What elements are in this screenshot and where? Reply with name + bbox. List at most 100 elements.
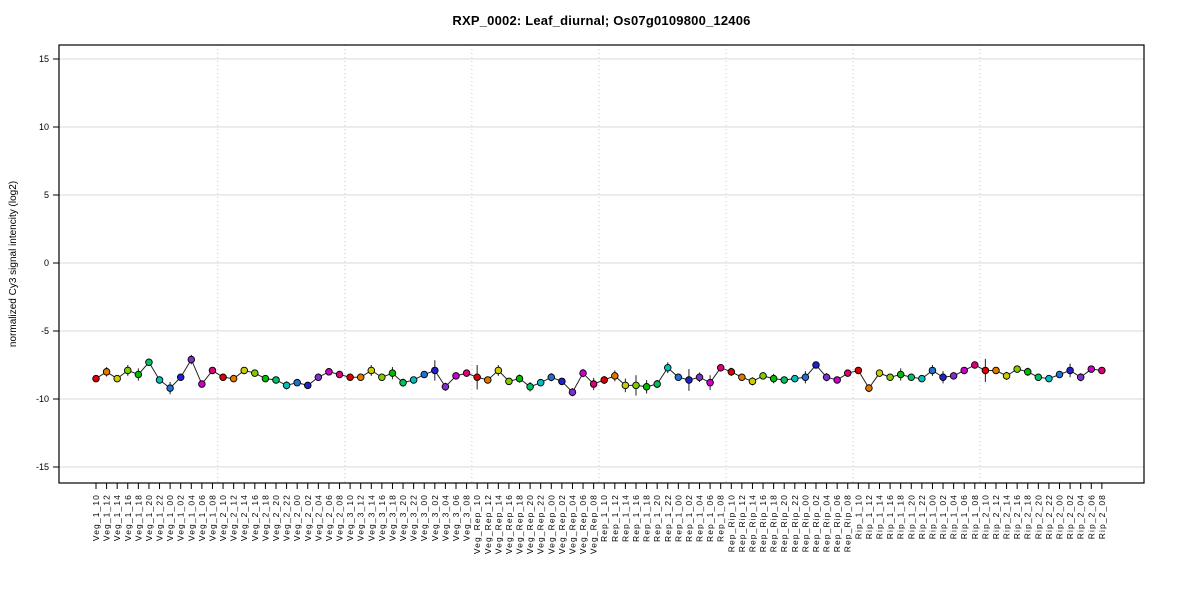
- x-tick-label: Rep_Rip_08: [843, 494, 853, 552]
- data-point: [367, 366, 376, 375]
- data-point: [388, 369, 397, 377]
- data-point: [960, 366, 968, 375]
- data-point: [1002, 372, 1011, 380]
- x-tick-label: Veg_Rep_00: [546, 494, 556, 554]
- x-tick-label: Veg_1_20: [144, 494, 154, 541]
- x-tick-label: Veg_2_22: [282, 494, 292, 541]
- data-point: [843, 369, 852, 377]
- x-tick-label: Veg_Rep_08: [589, 494, 599, 554]
- data-point: [769, 374, 778, 383]
- data-point: [1013, 365, 1021, 373]
- y-tick-label: -10: [36, 394, 49, 404]
- data-point: [356, 373, 365, 381]
- data-point: [748, 377, 757, 386]
- y-tick-label: 15: [39, 54, 49, 64]
- data-point: [632, 381, 640, 390]
- x-tick-label: Rip_2_22: [1044, 494, 1054, 539]
- data-point: [494, 366, 503, 375]
- data-point: [928, 366, 937, 375]
- data-point: [579, 369, 587, 377]
- x-tick-label: Veg_3_18: [387, 494, 397, 541]
- plot-frame: [58, 44, 1145, 484]
- data-point: [431, 366, 439, 375]
- data-point: [1098, 366, 1106, 375]
- x-tick-label: Veg_2_18: [260, 494, 270, 541]
- data-point: [304, 381, 312, 390]
- x-tick-label: Rip_1_10: [853, 494, 863, 539]
- x-tick-label: Veg_1_02: [176, 494, 186, 541]
- data-point: [261, 374, 270, 383]
- x-tick-label: Veg_2_20: [271, 494, 281, 541]
- x-tick-label: Rip_2_10: [980, 494, 990, 539]
- data-point: [621, 381, 630, 390]
- data-point: [536, 378, 545, 387]
- x-tick-label: Rip_1_00: [927, 494, 937, 539]
- x-tick-label: Rip_1_14: [875, 494, 885, 539]
- data-point: [314, 373, 323, 381]
- data-point: [1023, 368, 1032, 376]
- data-point: [822, 373, 831, 381]
- data-point: [642, 383, 651, 391]
- data-point: [896, 370, 905, 379]
- x-tick-label: Rep_Rip_22: [790, 494, 800, 552]
- y-tick-label: 5: [44, 190, 49, 200]
- x-tick-label: Veg_2_06: [324, 494, 334, 541]
- x-tick-label: Rep_Rip_00: [800, 494, 810, 552]
- data-point: [695, 373, 704, 381]
- x-tick-label: Rip_1_12: [864, 494, 874, 539]
- x-tick-label: Rep_Rip_12: [737, 494, 747, 552]
- x-tick-label: Rep_1_06: [705, 494, 715, 542]
- data-point: [971, 361, 979, 369]
- x-tick-label: Veg_3_04: [440, 494, 450, 541]
- x-tick-label: Rep_Rip_10: [726, 494, 736, 552]
- data-point: [515, 374, 524, 383]
- data-point: [399, 378, 407, 387]
- x-tick-label: Rep_Rip_04: [822, 494, 832, 552]
- data-point: [875, 369, 884, 377]
- x-tick-label: Veg_2_08: [335, 494, 345, 541]
- data-point: [282, 381, 291, 390]
- data-point: [611, 372, 619, 380]
- x-tick-label: Veg_3_22: [409, 494, 419, 541]
- x-tick-label: Rep_Rip_16: [758, 494, 768, 552]
- x-tick-label: Rep_Rip_14: [747, 494, 757, 552]
- data-point: [240, 366, 248, 375]
- x-tick-label: Veg_1_08: [207, 494, 217, 541]
- x-tick-label: Veg_1_14: [112, 494, 122, 541]
- data-point: [420, 370, 428, 379]
- x-tick-label: Rep_1_16: [631, 494, 641, 542]
- x-tick-label: Rip_1_16: [885, 494, 895, 539]
- x-tick-label: Veg_3_00: [419, 494, 429, 541]
- x-tick-label: Veg_2_00: [292, 494, 302, 541]
- x-tick-label: Veg_Rep_22: [536, 494, 546, 554]
- data-point: [473, 373, 481, 381]
- x-tick-label: Veg_Rep_12: [483, 494, 493, 554]
- y-tick-label: -15: [36, 462, 49, 472]
- data-point: [865, 384, 873, 392]
- data-point: [1034, 373, 1043, 381]
- x-tick-label: Veg_Rep_06: [578, 494, 588, 554]
- data-point: [812, 361, 820, 369]
- data-point: [1066, 366, 1074, 375]
- x-tick-label: Rep_1_04: [695, 494, 705, 542]
- x-tick-label: Rip_1_18: [896, 494, 906, 539]
- x-tick-label: Veg_1_10: [91, 494, 101, 541]
- data-point: [134, 370, 143, 379]
- x-tick-label: Veg_3_02: [430, 494, 440, 541]
- x-tick-label: Rep_1_02: [684, 494, 694, 542]
- data-point: [664, 363, 672, 372]
- x-tick-label: Rip_1_20: [906, 494, 916, 539]
- y-tick-label: 10: [39, 122, 49, 132]
- data-point: [1055, 370, 1064, 379]
- data-point: [166, 384, 174, 392]
- data-point: [526, 383, 534, 391]
- data-point: [346, 373, 354, 381]
- data-point: [738, 373, 746, 381]
- x-tick-label: Veg_2_02: [303, 494, 313, 541]
- data-point: [441, 383, 450, 391]
- x-tick-label: Veg_1_18: [133, 494, 143, 541]
- y-tick-label: -5: [41, 326, 49, 336]
- data-point: [145, 358, 153, 367]
